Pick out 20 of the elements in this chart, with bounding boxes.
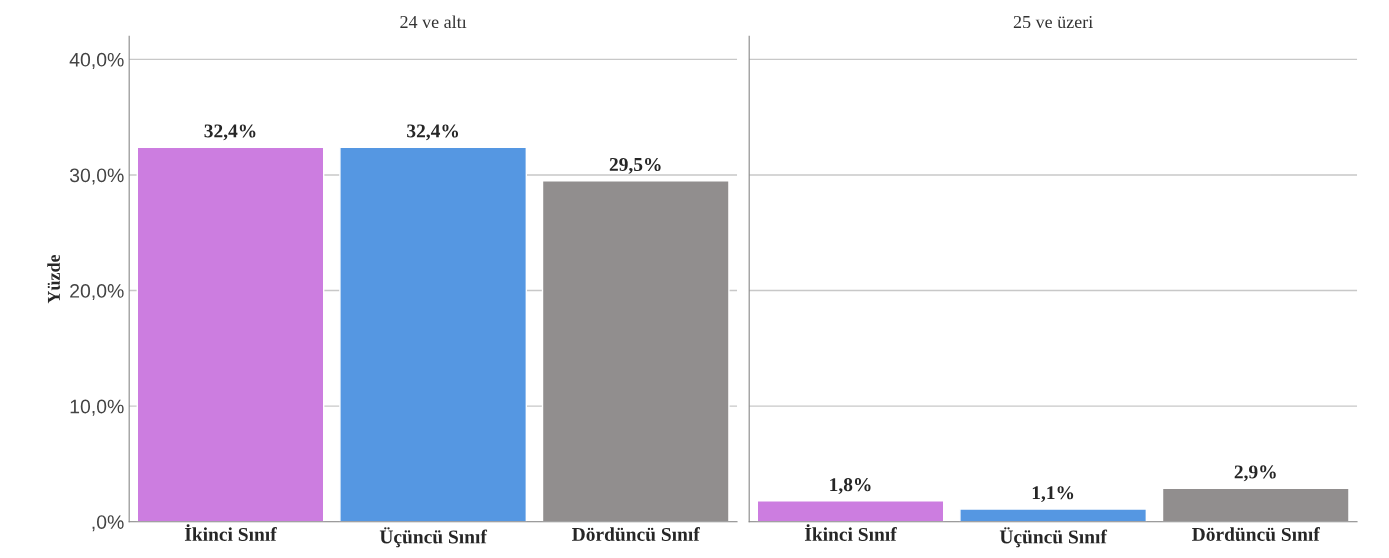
y-tick-label: 30,0% xyxy=(69,168,124,185)
data-label: 2,9% xyxy=(1234,465,1276,482)
chart-title: 25 ve üzeri xyxy=(1013,15,1093,29)
x-tick-label: Dördüncü Sınıf xyxy=(1192,527,1320,542)
y-tick-label: 20,0% xyxy=(70,284,124,301)
y-axis-title: Yüzde xyxy=(47,254,60,304)
chart-title: 24 ve altı xyxy=(400,15,467,29)
data-label: 29,5% xyxy=(609,157,661,174)
x-tick-label: Üçüncü Sınıf xyxy=(999,527,1108,548)
data-label: 1,8% xyxy=(830,478,871,495)
x-tick-label: Dördüncü Sınıf xyxy=(572,527,700,542)
x-tick-label: İkinci Sınıf xyxy=(184,524,277,541)
y-tick-label: ,0% xyxy=(92,515,124,532)
x-tick-label: İkinci Sınıf xyxy=(804,524,897,541)
data-label: 32,4% xyxy=(407,124,459,141)
data-label: 1,1% xyxy=(1032,486,1074,503)
x-tick-label: Üçüncü Sınıf xyxy=(379,527,488,548)
y-tick-label: 10,0% xyxy=(70,399,124,416)
data-label: 32,4% xyxy=(204,124,256,141)
y-tick-label: 40,0% xyxy=(69,52,124,69)
